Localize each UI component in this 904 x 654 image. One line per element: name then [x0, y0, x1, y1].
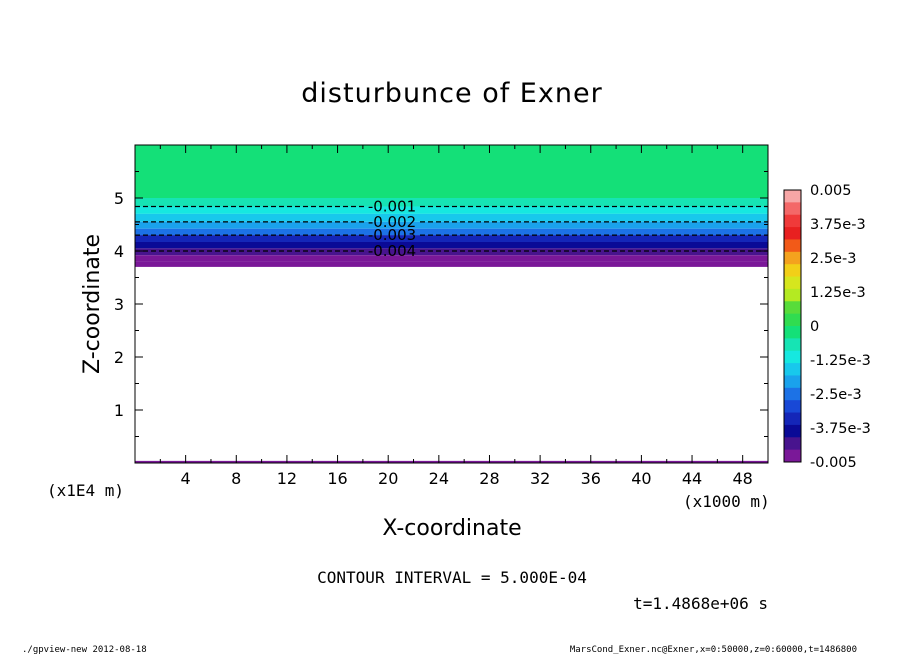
chart-title: disturbunce of Exner — [301, 78, 602, 109]
x-tick-label: 20 — [378, 469, 398, 488]
colorbar-label: 0.005 — [810, 183, 852, 199]
field-band — [135, 206, 768, 214]
colorbar-segment — [784, 313, 801, 327]
contour-label: -0.002 — [368, 213, 416, 231]
colorbar-segment — [784, 350, 801, 364]
contour-interval: CONTOUR INTERVAL = 5.000E-04 — [317, 568, 587, 587]
field-band — [135, 235, 768, 242]
field-band — [135, 198, 768, 207]
colorbar-segment — [784, 276, 801, 290]
colorbar-segment — [784, 227, 801, 240]
colorbar-segment — [784, 375, 801, 389]
contour-label: -0.003 — [368, 226, 416, 244]
x-axis-title: X-coordinate — [382, 516, 521, 541]
x-tick-label: 28 — [479, 469, 499, 488]
x-tick-label: 36 — [581, 469, 601, 488]
colorbar-segment — [784, 412, 801, 426]
colorbar-label: -2.5e-3 — [810, 387, 862, 403]
field-band — [135, 228, 768, 236]
y-tick-label: 2 — [114, 348, 124, 367]
colorbar-segment — [784, 400, 801, 414]
x-tick-label: 24 — [429, 469, 449, 488]
contour-label: -0.004 — [368, 242, 416, 260]
colorbar-segment — [784, 437, 801, 451]
x-tick-label: 48 — [733, 469, 753, 488]
time-label: t=1.4868e+06 s — [633, 594, 768, 613]
x-tick-label: 4 — [181, 469, 191, 488]
colorbar-label: 3.75e-3 — [810, 217, 866, 233]
field-band — [135, 213, 768, 222]
colorbar-segment — [784, 363, 801, 376]
colorbar-segment — [784, 449, 801, 463]
colorbar-segment — [784, 251, 801, 265]
x-tick-label: 32 — [530, 469, 550, 488]
x-tick-label: 40 — [631, 469, 651, 488]
field-band — [135, 248, 768, 256]
colorbar-label: -0.005 — [810, 455, 857, 471]
colorbar-segment — [784, 301, 801, 315]
field-band — [135, 241, 768, 249]
colorbar-frame — [783, 189, 802, 463]
field-band — [135, 255, 768, 262]
y-tick-label: 4 — [114, 242, 124, 261]
colorbar-label: 2.5e-3 — [810, 251, 856, 267]
colorbar-segment — [784, 338, 801, 352]
colorbar-segment — [784, 326, 801, 339]
colorbar-segment — [784, 288, 801, 302]
contour-label: -0.001 — [368, 197, 416, 215]
colorbar-segment — [784, 387, 801, 401]
field-band — [135, 145, 768, 198]
bottom-band — [135, 460, 768, 463]
y-tick-label: 1 — [114, 401, 124, 420]
colorbar-segment — [784, 264, 801, 278]
y-axis-title: Z-coordinate — [80, 234, 105, 374]
colorbar-label: 0 — [810, 319, 819, 335]
x-tick-label: 8 — [231, 469, 241, 488]
footer-right: MarsCond_Exner.nc@Exner,x=0:50000,z=0:60… — [570, 645, 857, 654]
colorbar-segment — [784, 202, 801, 216]
contour-lines: -0.001-0.002-0.003-0.004 — [135, 197, 768, 260]
x-tick-label: 44 — [682, 469, 702, 488]
colorbar-label: -1.25e-3 — [810, 353, 871, 369]
field-band — [135, 261, 768, 267]
y-tick-label: 3 — [114, 295, 124, 314]
colorbar-label: 1.25e-3 — [810, 285, 866, 301]
x-tick-label: 16 — [327, 469, 347, 488]
colorbar-segment — [784, 239, 801, 253]
field-fill — [135, 145, 768, 463]
x-tick-label: 12 — [277, 469, 297, 488]
y-unit-label: (x1E4 m) — [47, 481, 124, 500]
colorbar-segment — [784, 424, 801, 438]
field-band — [135, 221, 768, 229]
colorbar: 0.005 3.75e-3 2.5e-3 1.25e-3 0 -1.25e-3 -2.5e-… — [783, 183, 871, 471]
x-unit-label: (x1000 m) — [683, 492, 770, 511]
colorbar-label: -3.75e-3 — [810, 421, 871, 437]
footer-left: ./gpview-new 2012-08-18 — [22, 645, 147, 654]
colorbar-segment — [784, 190, 801, 203]
colorbar-segment — [784, 214, 801, 228]
y-tick-label: 5 — [114, 189, 124, 208]
